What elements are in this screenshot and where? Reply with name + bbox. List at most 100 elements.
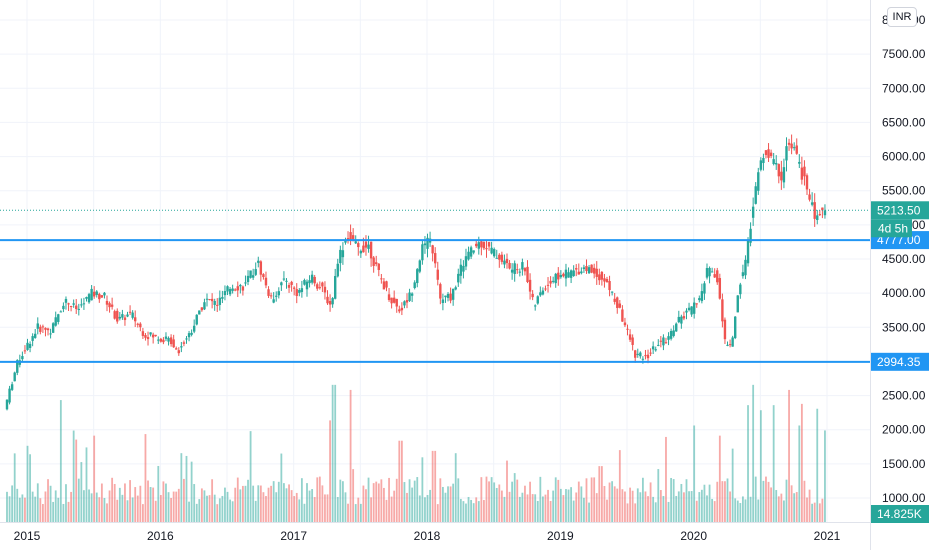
candle-body: [264, 277, 268, 286]
volume-bar: [477, 501, 480, 522]
countdown-tag: 4d 5h: [871, 219, 912, 238]
volume-bar: [375, 481, 378, 522]
horizontal-lines[interactable]: [0, 209, 870, 363]
candle-body: [387, 294, 391, 300]
candle-body: [216, 304, 219, 306]
volume-bar: [108, 490, 111, 522]
candle-body: [162, 339, 165, 343]
candle-body: [82, 303, 86, 305]
volume-bar: [377, 483, 380, 522]
candle-body: [95, 291, 98, 295]
volume-bar: [480, 477, 483, 522]
volume-bar: [41, 504, 44, 522]
candle-body: [467, 251, 470, 260]
volume-bar: [639, 492, 642, 522]
volume-bar: [236, 477, 239, 522]
volume-bar: [359, 503, 362, 522]
volume-bar: [413, 480, 416, 522]
price-tick-label: 4000.00: [882, 286, 926, 300]
candle-body: [703, 283, 706, 294]
candle-body: [249, 270, 252, 278]
candle-body: [577, 271, 580, 275]
candle-body: [62, 305, 65, 310]
volume-bar: [811, 503, 814, 522]
candle-body: [405, 300, 409, 303]
volume-bar: [206, 495, 208, 522]
candle-body: [810, 202, 814, 205]
volume-bar: [362, 485, 365, 522]
candle-body: [651, 346, 655, 350]
volume-bar: [818, 503, 821, 522]
candle-body: [282, 278, 286, 280]
candle-body: [695, 303, 698, 305]
candle-body: [23, 350, 27, 352]
candle-body: [762, 157, 765, 164]
volume-bar: [770, 487, 773, 522]
candle-body: [13, 372, 16, 382]
candle-body: [228, 288, 232, 295]
candle-body: [705, 268, 709, 278]
candle-body: [77, 308, 80, 310]
candle-body: [16, 360, 19, 373]
volume-bar: [72, 430, 75, 522]
candle-body: [582, 267, 586, 269]
volume-bar: [165, 483, 167, 522]
volume-bar: [198, 499, 201, 522]
candle-body: [449, 293, 452, 301]
candle-body: [234, 289, 237, 291]
currency-badge[interactable]: INR: [887, 7, 917, 27]
candle-body: [462, 265, 465, 272]
candle-body: [5, 399, 9, 410]
volume-bar: [216, 504, 219, 522]
volume-bar: [716, 481, 719, 522]
volume-bar: [85, 447, 88, 522]
volume-bar: [762, 480, 765, 522]
volume-bar: [500, 490, 503, 522]
candle-body: [167, 338, 170, 342]
candle-body: [641, 358, 645, 360]
candle-body: [731, 337, 734, 347]
candle-body: [513, 263, 516, 274]
candle-body: [251, 275, 255, 278]
volume-bar: [288, 484, 290, 522]
candle-body: [723, 319, 727, 340]
volume-bar: [357, 497, 360, 522]
candle-body: [334, 276, 337, 299]
candle-body: [798, 161, 801, 164]
candle-body: [390, 297, 393, 304]
candle-body: [518, 271, 522, 273]
candle-body: [787, 142, 791, 145]
candle-body: [562, 273, 565, 277]
volume-bar: [129, 480, 131, 522]
volume-bar: [567, 489, 570, 522]
volume-bar: [400, 440, 403, 522]
volume-bar: [188, 501, 190, 522]
candle-body: [608, 281, 611, 291]
volume-bar: [539, 476, 542, 522]
volume-bar: [341, 481, 344, 522]
candle-body: [292, 287, 296, 289]
volume-bar: [159, 495, 162, 522]
volume-bar: [339, 479, 342, 522]
candle-body: [700, 291, 704, 302]
volume-bar: [695, 500, 698, 522]
volume-bar: [172, 491, 175, 522]
candle-body: [728, 344, 732, 346]
volume-bar: [275, 492, 278, 522]
candle-body: [451, 288, 455, 300]
candle-body: [205, 298, 209, 300]
candle-body: [718, 278, 722, 299]
candle-body: [572, 270, 575, 276]
candle-body: [805, 175, 809, 190]
candle-body: [746, 240, 750, 264]
volume-bar: [767, 481, 770, 522]
candle-body: [218, 297, 222, 305]
volume-bar: [588, 502, 590, 522]
volume-bar: [336, 497, 339, 522]
candle-body: [154, 334, 157, 336]
candle-body: [790, 143, 793, 149]
volume-bar: [698, 492, 701, 522]
